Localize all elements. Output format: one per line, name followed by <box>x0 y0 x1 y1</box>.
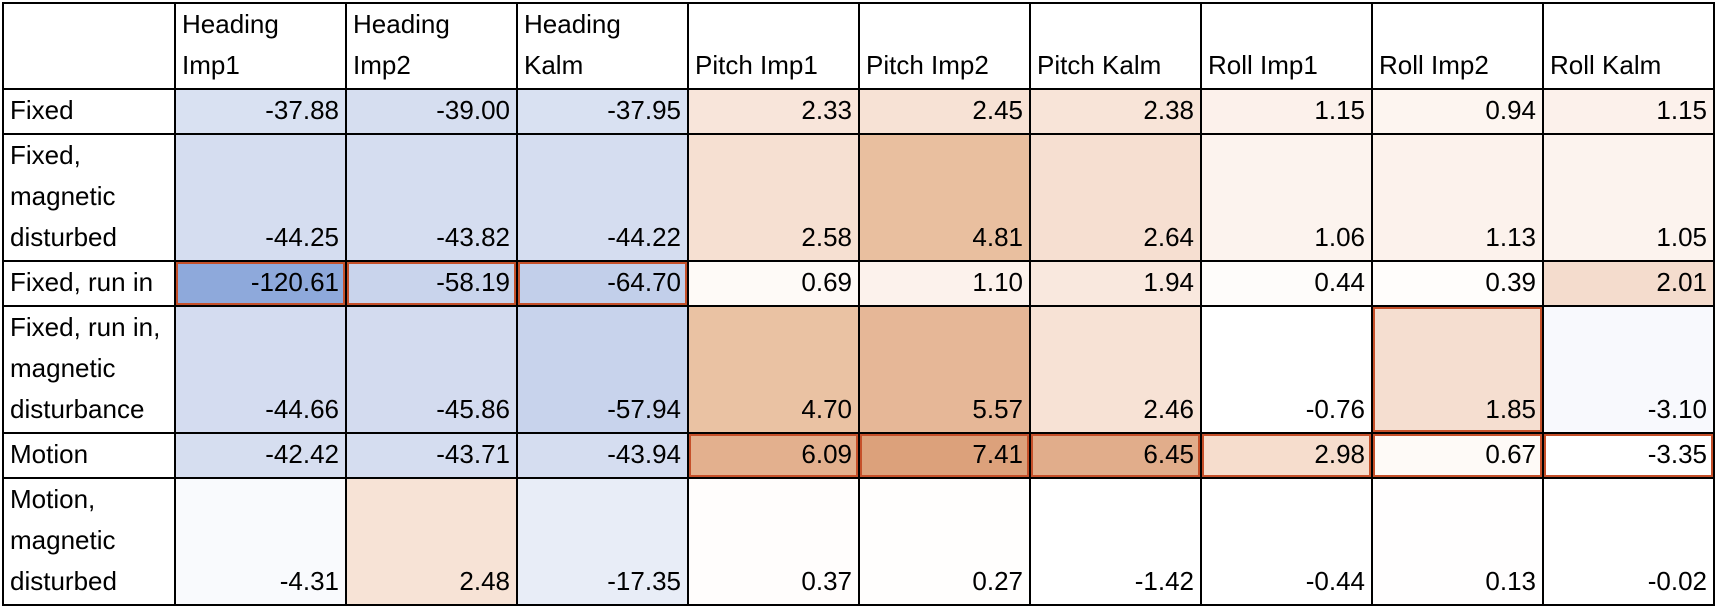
table-cell: 0.67 <box>1371 432 1544 479</box>
table-cell: 2.98 <box>1200 432 1373 479</box>
table-cell: -120.61 <box>174 260 347 307</box>
table-cell: 5.57 <box>858 305 1031 434</box>
table-cell: 2.48 <box>345 477 518 606</box>
table-cell: -58.19 <box>345 260 518 307</box>
table-cell: -0.02 <box>1542 477 1715 606</box>
table-row: Motion, magnetic disturbed -4.31 2.48 -17.3… <box>2 477 1715 606</box>
table-cell: -0.44 <box>1200 477 1373 606</box>
table-cell: 1.15 <box>1542 88 1715 135</box>
table-cell: -37.95 <box>516 88 689 135</box>
table-cell: -37.88 <box>174 88 347 135</box>
table-cell: 4.70 <box>687 305 860 434</box>
table-cell: -0.76 <box>1200 305 1373 434</box>
table-cell: 6.45 <box>1029 432 1202 479</box>
row-label: Fixed <box>2 88 176 135</box>
table-cell: -44.25 <box>174 133 347 262</box>
table-cell: -43.82 <box>345 133 518 262</box>
table-cell: 2.64 <box>1029 133 1202 262</box>
table-cell: 1.05 <box>1542 133 1715 262</box>
column-header: Heading Imp1 <box>174 2 347 90</box>
table-cell: 0.69 <box>687 260 860 307</box>
column-header: Heading Imp2 <box>345 2 518 90</box>
table-cell: 0.94 <box>1371 88 1544 135</box>
row-label: Fixed, run in, magnetic disturbance <box>2 305 176 434</box>
header-row: Heading Imp1 Heading Imp2 Heading Kalm P… <box>2 2 1715 90</box>
table-cell: 0.13 <box>1371 477 1544 606</box>
table-cell: -43.71 <box>345 432 518 479</box>
table-cell: -44.22 <box>516 133 689 262</box>
table-cell: -39.00 <box>345 88 518 135</box>
table-cell: 2.33 <box>687 88 860 135</box>
table-cell: -45.86 <box>345 305 518 434</box>
table-cell: 2.01 <box>1542 260 1715 307</box>
column-header: Roll Kalm <box>1542 2 1715 90</box>
table-cell: -44.66 <box>174 305 347 434</box>
column-header: Heading Kalm <box>516 2 689 90</box>
table-cell: -3.10 <box>1542 305 1715 434</box>
table-cell: 1.85 <box>1371 305 1544 434</box>
table-cell: 0.44 <box>1200 260 1373 307</box>
table-cell: 2.45 <box>858 88 1031 135</box>
table-cell: -64.70 <box>516 260 689 307</box>
row-label: Fixed, run in <box>2 260 176 307</box>
table-cell: -1.42 <box>1029 477 1202 606</box>
column-header: Pitch Imp2 <box>858 2 1031 90</box>
table-row: Motion -42.42 -43.71 -43.94 6.09 7.41 6.45 2.98… <box>2 432 1715 479</box>
row-label: Motion, magnetic disturbed <box>2 477 176 606</box>
table-cell: 6.09 <box>687 432 860 479</box>
table-cell: 0.27 <box>858 477 1031 606</box>
table-cell: -57.94 <box>516 305 689 434</box>
row-label: Motion <box>2 432 176 479</box>
table-cell: 4.81 <box>858 133 1031 262</box>
table-row: Fixed, magnetic disturbed -44.25 -43.82 -44… <box>2 133 1715 262</box>
table-cell: 1.10 <box>858 260 1031 307</box>
table-row: Fixed -37.88 -39.00 -37.95 2.33 2.45 2.38 1.15 0… <box>2 88 1715 135</box>
table-cell: 2.38 <box>1029 88 1202 135</box>
table-cell: 2.46 <box>1029 305 1202 434</box>
column-header: Pitch Kalm <box>1029 2 1202 90</box>
table-cell: -4.31 <box>174 477 347 606</box>
table-cell: -3.35 <box>1542 432 1715 479</box>
table-row: Fixed, run in -120.61 -58.19 -64.70 0.69 1.10… <box>2 260 1715 307</box>
table-cell: -17.35 <box>516 477 689 606</box>
table-cell: 1.06 <box>1200 133 1373 262</box>
table-cell: 7.41 <box>858 432 1031 479</box>
table-cell: 2.58 <box>687 133 860 262</box>
table-cell: 0.37 <box>687 477 860 606</box>
row-label: Fixed, magnetic disturbed <box>2 133 176 262</box>
corner-cell <box>2 2 176 90</box>
table-cell: 0.39 <box>1371 260 1544 307</box>
column-header: Roll Imp2 <box>1371 2 1544 90</box>
table-cell: 1.13 <box>1371 133 1544 262</box>
table-cell: -42.42 <box>174 432 347 479</box>
table-cell: 1.15 <box>1200 88 1373 135</box>
table-row: Fixed, run in, magnetic disturbance -44.6… <box>2 305 1715 434</box>
table-cell: -43.94 <box>516 432 689 479</box>
column-header: Roll Imp1 <box>1200 2 1373 90</box>
column-header: Pitch Imp1 <box>687 2 860 90</box>
table-cell: 1.94 <box>1029 260 1202 307</box>
